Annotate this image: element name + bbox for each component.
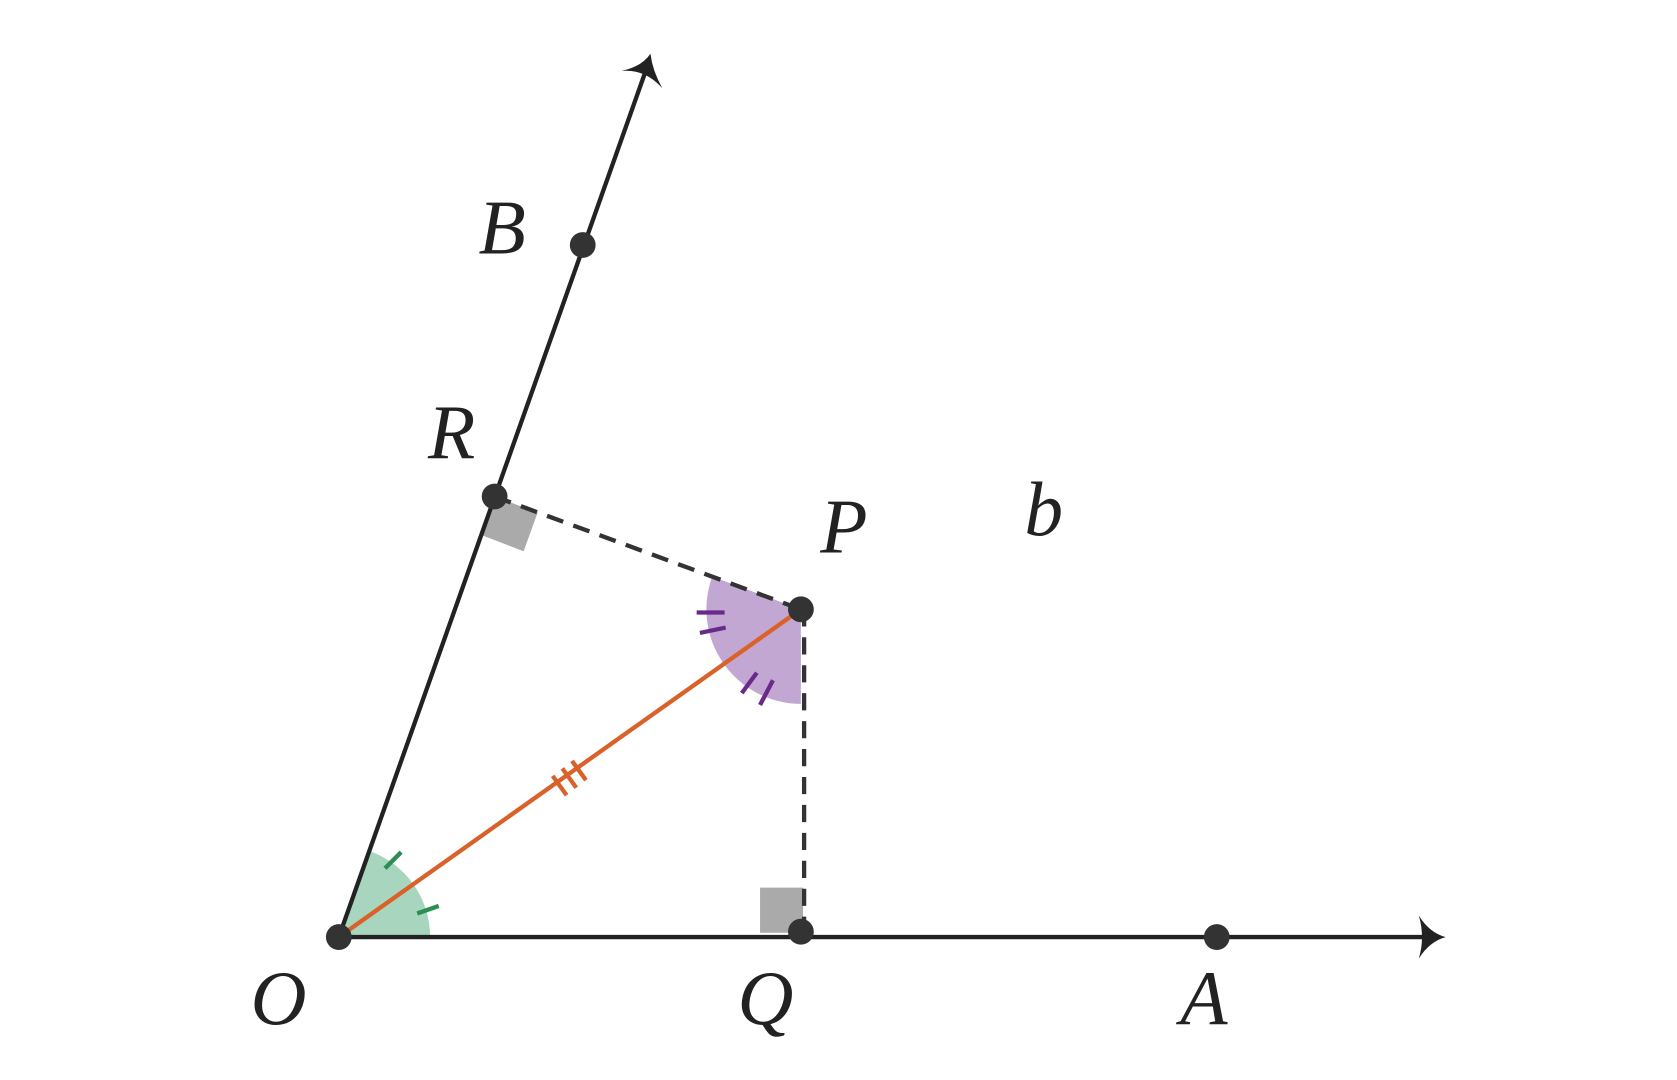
angle-ticks-p bbox=[696, 610, 775, 706]
point-label: B bbox=[479, 185, 526, 271]
point-label: A bbox=[1175, 955, 1228, 1041]
arrowhead bbox=[621, 53, 663, 89]
point-label: P bbox=[819, 483, 867, 569]
arrowhead bbox=[1418, 915, 1446, 959]
points bbox=[325, 232, 1230, 950]
point-label: Q bbox=[737, 955, 793, 1041]
right-angle-r bbox=[481, 496, 538, 552]
region-label: b bbox=[1024, 466, 1063, 552]
segment-op bbox=[337, 607, 803, 939]
point-label: O bbox=[251, 955, 307, 1041]
tick-marks-op bbox=[550, 759, 588, 797]
point-label: R bbox=[427, 389, 475, 475]
angle-ticks-o bbox=[383, 850, 440, 916]
